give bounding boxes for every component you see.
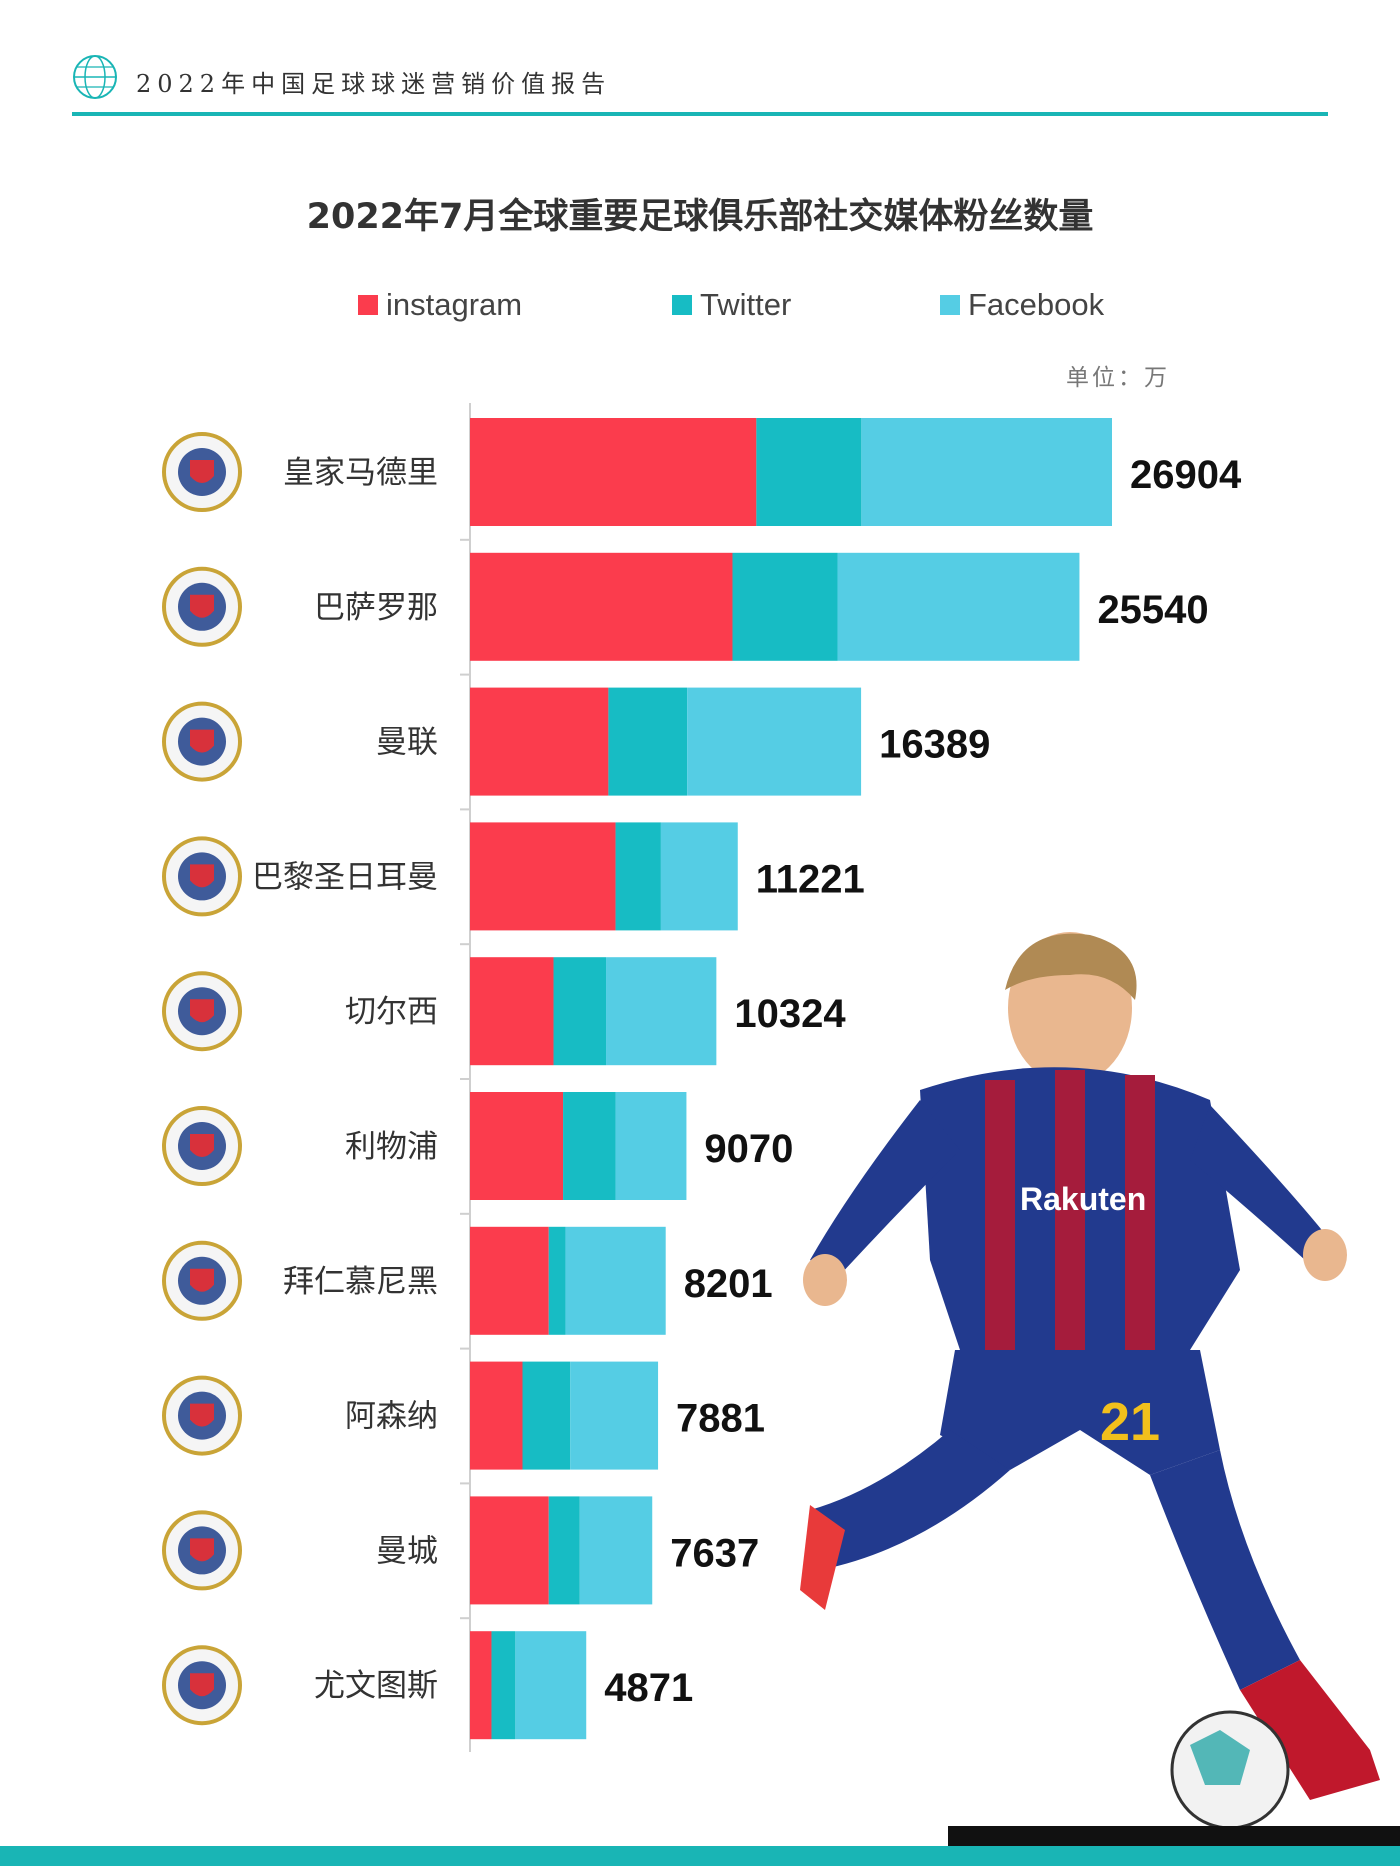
bar-segment-instagram — [470, 822, 616, 931]
fc-barcelona-crest-icon — [162, 566, 242, 647]
total-value-label: 25540 — [1097, 588, 1208, 632]
svg-text:21: 21 — [1100, 1392, 1160, 1452]
bar-segment-instagram — [470, 418, 757, 526]
bar-segment-instagram — [470, 1631, 492, 1740]
bar-segment-facebook — [515, 1631, 587, 1740]
report-header: 2022年中国足球球迷营销价值报告 — [72, 50, 1328, 110]
manchester-united-crest-icon — [162, 701, 242, 782]
category-label: 皇家马德里 — [283, 455, 438, 491]
bar-segment-facebook — [570, 1361, 659, 1470]
header-divider — [72, 112, 1328, 116]
legend-swatch-instagram — [358, 295, 378, 315]
total-value-label: 16389 — [879, 723, 990, 767]
liverpool-crest-icon — [162, 1106, 242, 1186]
total-value-label: 4871 — [604, 1666, 693, 1710]
bar-segment-twitter — [608, 687, 688, 796]
legend-label-instagram: instagram — [386, 287, 523, 322]
bar-segment-facebook — [660, 822, 738, 931]
legend-swatch-facebook — [940, 295, 960, 315]
total-value-label: 9070 — [704, 1127, 793, 1171]
footer-teal-bar — [0, 1846, 1400, 1866]
legend-item-instagram: instagram — [358, 285, 522, 325]
category-label: 利物浦 — [345, 1129, 438, 1165]
bar-segment-twitter — [563, 1092, 616, 1200]
category-label: 阿森纳 — [345, 1399, 438, 1435]
bar-segment-instagram — [470, 1092, 564, 1200]
footer-black-strip — [948, 1826, 1400, 1846]
juventus-crest-icon — [162, 1645, 242, 1726]
bar-segment-twitter — [732, 552, 838, 661]
category-label: 尤文图斯 — [314, 1668, 438, 1704]
manchester-city-crest-icon — [162, 1510, 242, 1591]
bar-segment-instagram — [470, 1226, 549, 1335]
footballer-image: Rakuten 21 — [800, 932, 1380, 1830]
bar-segment-facebook — [837, 552, 1080, 661]
chelsea-crest-icon — [162, 971, 242, 1052]
category-label: 巴黎圣日耳曼 — [252, 859, 438, 895]
legend-swatch-twitter — [672, 295, 692, 315]
legend-item-facebook: Facebook — [940, 285, 1104, 325]
svg-text:Rakuten: Rakuten — [1020, 1181, 1146, 1217]
bar-segment-facebook — [565, 1226, 666, 1335]
category-label: 曼城 — [376, 1533, 438, 1569]
category-label: 切尔西 — [345, 994, 438, 1030]
psg-crest-icon — [162, 836, 242, 917]
total-value-label: 10324 — [734, 992, 846, 1036]
unit-label: 单位：万 — [1066, 365, 1170, 391]
bar-segment-instagram — [470, 687, 609, 796]
bar-segment-facebook — [687, 687, 862, 796]
bar-segment-facebook — [579, 1496, 653, 1605]
bar-segment-twitter — [615, 822, 661, 931]
legend-item-twitter: Twitter — [672, 285, 791, 325]
total-value-label: 7637 — [670, 1531, 759, 1575]
bar-segment-instagram — [470, 1496, 549, 1605]
bar-segment-twitter — [491, 1631, 516, 1740]
category-label: 曼联 — [376, 725, 438, 761]
total-value-label: 8201 — [684, 1262, 773, 1306]
total-value-label: 11221 — [756, 857, 865, 901]
globe-icon — [73, 55, 117, 99]
legend-label-facebook: Facebook — [968, 287, 1105, 322]
bar-segment-twitter — [756, 418, 862, 526]
report-title: 2022年中国足球球迷营销价值报告 — [136, 70, 612, 98]
bar-segment-instagram — [470, 1361, 523, 1470]
bar-segment-instagram — [470, 957, 554, 1066]
bar-segment-twitter — [522, 1361, 571, 1470]
legend-label-twitter: Twitter — [700, 287, 792, 322]
total-value-label: 7881 — [676, 1397, 765, 1441]
chart-legend: instagram Twitter Facebook — [0, 285, 1400, 325]
bar-segment-facebook — [606, 957, 717, 1066]
bar-segment-facebook — [861, 418, 1112, 526]
bar-segment-twitter — [548, 1226, 566, 1335]
category-label: 巴萨罗那 — [314, 590, 438, 626]
category-label: 拜仁慕尼黑 — [283, 1264, 438, 1300]
chart-title: 2022年7月全球重要足球俱乐部社交媒体粉丝数量 — [306, 197, 1094, 237]
bar-segment-twitter — [553, 957, 607, 1066]
real-madrid-crest-icon — [162, 432, 242, 512]
bayern-munchen-crest-icon — [162, 1240, 242, 1321]
bar-segment-facebook — [615, 1092, 687, 1200]
bar-segment-twitter — [548, 1496, 580, 1605]
arsenal-crest-icon — [162, 1375, 242, 1456]
total-value-label: 26904 — [1130, 453, 1242, 497]
bar-segment-instagram — [470, 552, 733, 661]
